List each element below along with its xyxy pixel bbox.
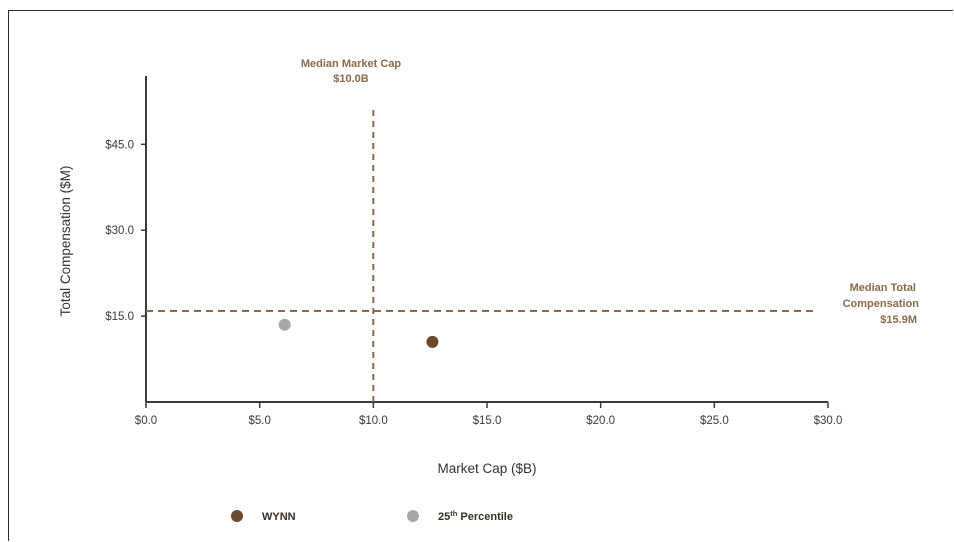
- x-tick-label: $10.0: [359, 415, 388, 427]
- axes: $0.0 $5.0 $10.0 $15.0 $20.0 $25.0 $30.0 $15.0 $3…: [105, 76, 842, 427]
- legend: WYNN 25th Percentile: [231, 509, 513, 523]
- x-tick-label: $20.0: [586, 415, 615, 427]
- median-market-cap-value: $10.0B: [333, 73, 369, 85]
- median-total-comp-value: $15.9M: [880, 314, 917, 326]
- legend-label-wynn: WYNN: [262, 511, 296, 523]
- legend-marker-25th-percentile: [407, 510, 419, 522]
- y-tick-label: $15.0: [105, 311, 134, 323]
- y-tick-label: $30.0: [105, 225, 134, 237]
- chart-frame: [8, 10, 953, 541]
- median-total-comp-label-2: Compensation: [843, 298, 920, 310]
- reference-lines: [146, 110, 818, 402]
- data-points: [278, 318, 439, 348]
- y-axis-title: Total Compensation ($M): [58, 166, 73, 317]
- x-tick-label: $30.0: [814, 415, 843, 427]
- legend-marker-wynn: [231, 510, 243, 522]
- x-tick-label: $5.0: [248, 415, 270, 427]
- x-tick-label: $25.0: [700, 415, 729, 427]
- x-axis-title: Market Cap ($B): [437, 461, 536, 476]
- x-tick-label: $15.0: [473, 415, 502, 427]
- median-market-cap-label: Median Market Cap: [301, 58, 402, 70]
- y-tick-label: $45.0: [105, 139, 134, 151]
- median-total-comp-label-1: Median Total: [850, 282, 916, 294]
- data-point-series-1: [278, 318, 291, 331]
- data-point-series-0: [426, 335, 439, 348]
- x-tick-label: $0.0: [135, 415, 157, 427]
- legend-label-25th-percentile: 25th Percentile: [438, 509, 513, 523]
